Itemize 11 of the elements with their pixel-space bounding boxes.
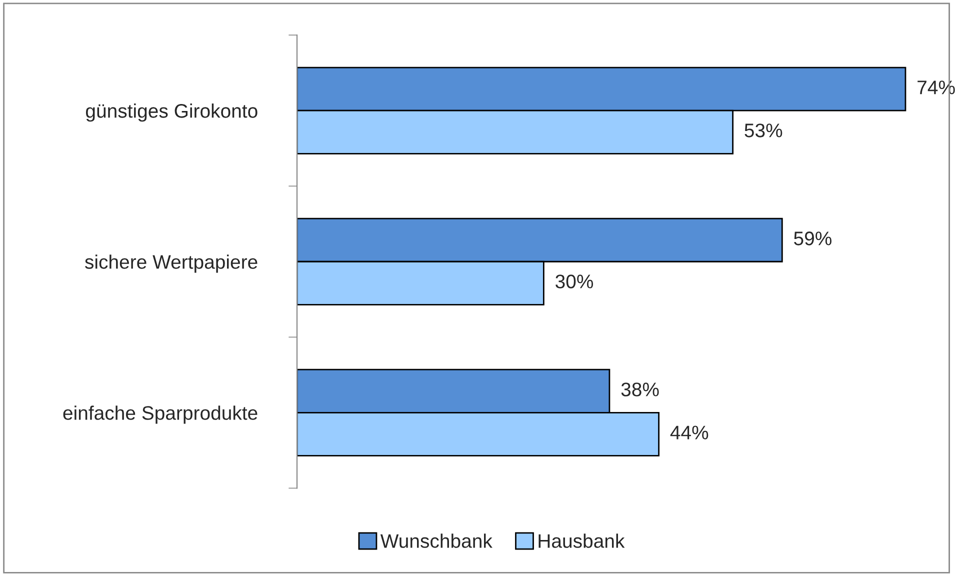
legend-label: Wunschbank [380,534,492,548]
y-tick-label: günstiges Girokonto [86,104,258,122]
data-label: 38% [621,382,659,396]
data-label: 59% [794,232,832,246]
legend-label: Hausbank [538,534,625,548]
data-label: 53% [744,124,782,138]
data-label: 30% [556,274,594,288]
data-label: 74% [918,80,955,94]
data-label: 44% [670,426,708,440]
y-tick-label: einfache Sparprodukte [63,406,258,424]
y-tick-label: sichere Wertpapiere [85,254,258,273]
